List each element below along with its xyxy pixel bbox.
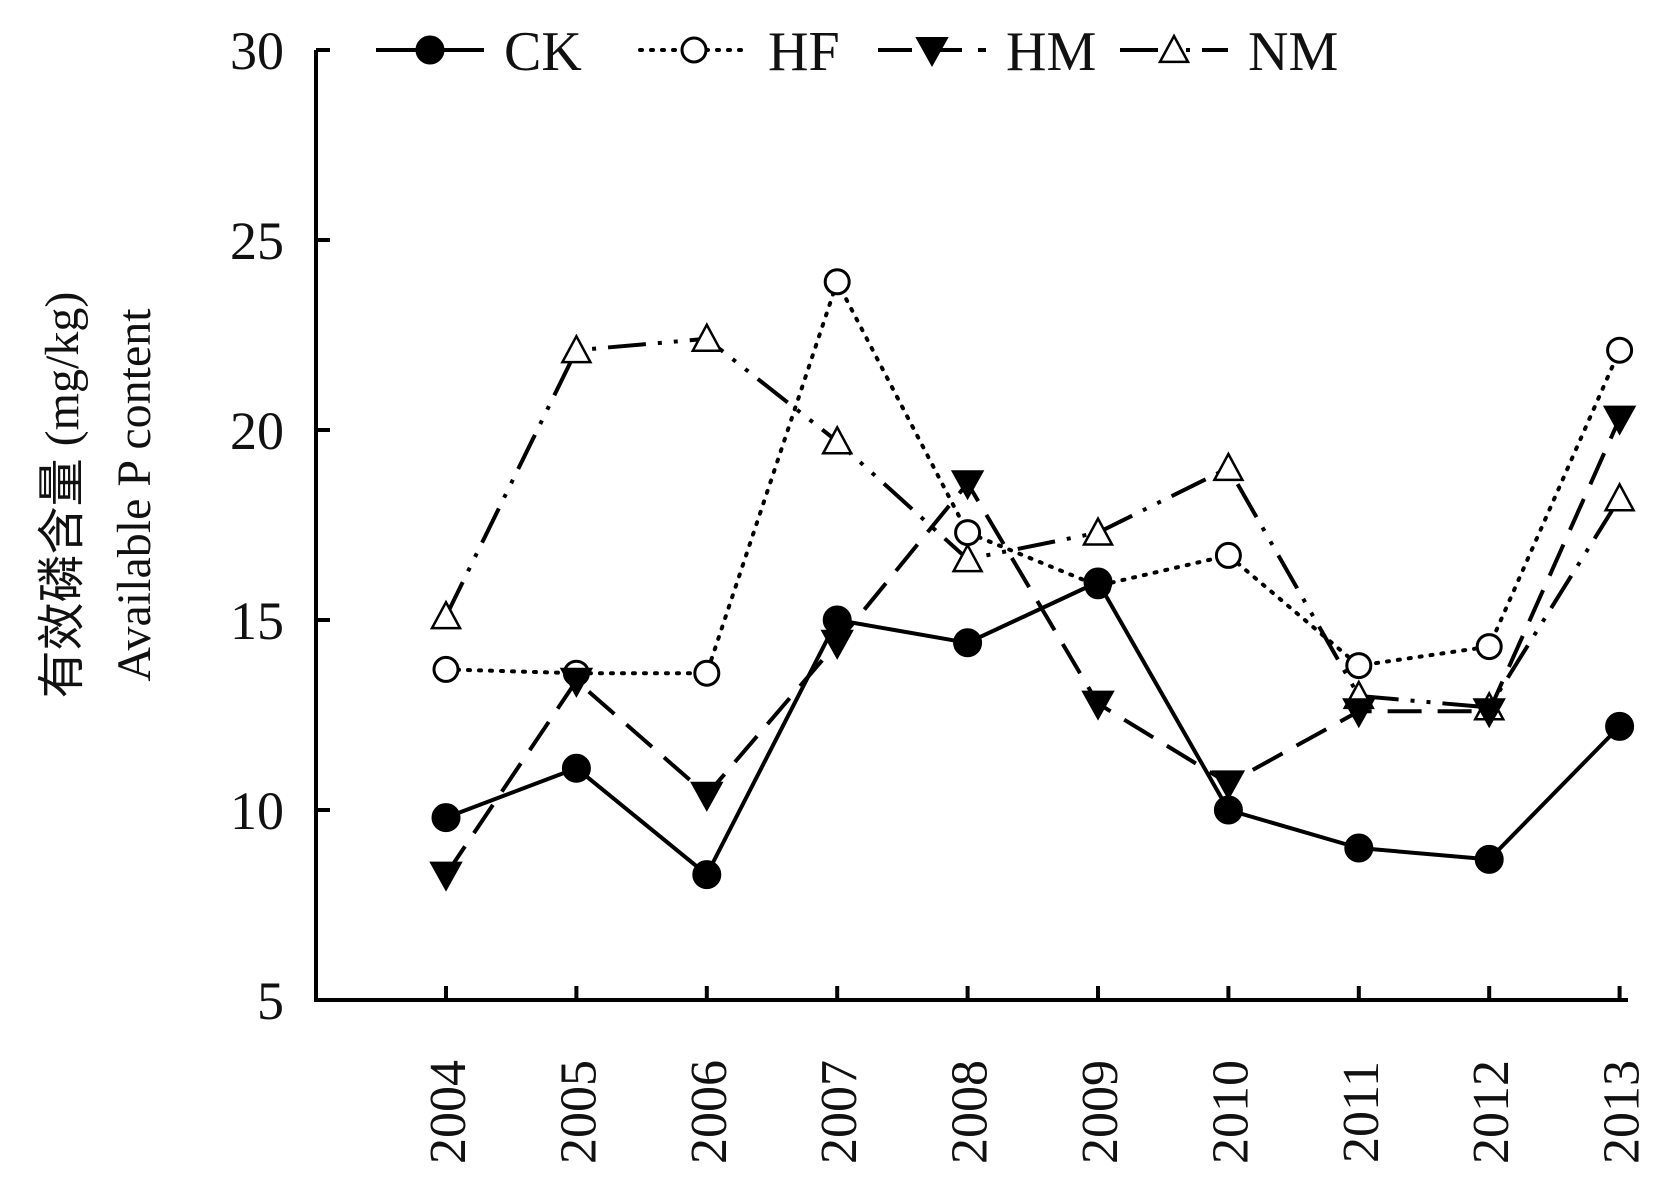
data-point-ck (1474, 844, 1504, 874)
y-tick-label: 30 (230, 21, 284, 81)
data-point-nm (951, 542, 984, 573)
series-ck (431, 567, 1635, 890)
series-line-ck (445, 580, 1622, 877)
legend-marker-hf (680, 36, 708, 64)
legend-item-hm: HM (878, 21, 1096, 83)
axes (314, 50, 1628, 1002)
x-tick-label: 2010 (1202, 1060, 1259, 1164)
data-point-ck (1605, 711, 1635, 741)
x-tick-label: 2009 (1072, 1060, 1129, 1164)
legend-label-ck: CK (504, 21, 582, 83)
data-point-hf (1475, 633, 1503, 661)
data-point-ck (1344, 833, 1374, 863)
data-point-hf (693, 659, 721, 687)
y-ticks: 5 10 15 20 25 30 (230, 21, 330, 1031)
x-tick-label: 2005 (550, 1060, 607, 1164)
legend: CK HF HM NM (376, 21, 1338, 83)
data-point-hf (1606, 336, 1634, 364)
legend-marker-hm (915, 37, 949, 68)
data-point-hf (954, 519, 982, 547)
y-tick-label: 10 (230, 781, 284, 841)
legend-label-hm: HM (1006, 21, 1096, 83)
x-tick-label: 2012 (1463, 1060, 1520, 1164)
data-point-hm (1602, 405, 1637, 436)
x-tick-label: 2011 (1333, 1061, 1390, 1163)
legend-marker-ck (415, 35, 445, 65)
data-point-hf (432, 655, 460, 683)
y-axis-label-english: Available P content (108, 308, 161, 682)
data-point-nm (1081, 515, 1115, 546)
data-point-hm (559, 667, 594, 698)
data-point-ck (692, 860, 722, 890)
data-point-nm (429, 599, 463, 630)
legend-item-nm: NM (1120, 21, 1338, 83)
legend-item-ck: CK (376, 21, 582, 83)
data-point-hf (823, 268, 851, 296)
series-nm (429, 322, 1636, 721)
x-tick-label: 2004 (420, 1060, 477, 1164)
data-point-ck (431, 803, 461, 833)
data-point-nm (1603, 481, 1636, 512)
data-point-hm (1342, 698, 1376, 729)
series-hf (432, 268, 1634, 687)
y-tick-label: 5 (257, 971, 284, 1031)
series-layer (429, 268, 1637, 892)
data-point-hm (1211, 770, 1246, 801)
legend-label-hf: HF (768, 21, 840, 83)
data-point-ck (1083, 567, 1113, 597)
data-point-hf (1345, 652, 1373, 680)
data-point-hm (429, 861, 463, 892)
series-hm (429, 405, 1637, 892)
data-point-hm (950, 470, 985, 501)
data-point-nm (821, 424, 854, 455)
x-tick-label: 2008 (942, 1060, 999, 1164)
series-line-hm (444, 417, 1622, 876)
y-tick-label: 15 (230, 591, 284, 651)
data-point-nm (560, 333, 593, 364)
data-point-nm (1212, 451, 1245, 482)
y-axis-label-chinese: 有效磷含量 (mg/kg) (36, 292, 89, 699)
x-tick-label: 2007 (811, 1060, 868, 1164)
x-ticks: 2004 2005 2006 2007 2008 2009 2010 2011 2012 2013 (420, 986, 1651, 1164)
series-line-hf (444, 279, 1622, 676)
x-tick-label: 2006 (681, 1060, 738, 1164)
series-line-nm (444, 336, 1622, 710)
x-tick-label: 2013 (1594, 1060, 1651, 1164)
data-point-nm (690, 322, 723, 352)
data-point-hf (1214, 541, 1242, 569)
data-point-hm (1081, 690, 1115, 721)
data-point-ck (561, 753, 591, 783)
legend-marker-nm (1157, 33, 1191, 64)
data-point-ck (953, 628, 983, 658)
y-axis-label: 有效磷含量 (mg/kg) Available P content (36, 292, 161, 699)
data-point-ck (1213, 795, 1243, 825)
legend-label-nm: NM (1248, 21, 1338, 83)
legend-item-hf: HF (638, 21, 840, 83)
data-point-hm (690, 781, 724, 812)
data-point-hm (1472, 698, 1506, 729)
y-tick-label: 20 (230, 401, 284, 461)
y-tick-label: 25 (230, 211, 284, 271)
data-point-ck (822, 605, 852, 635)
